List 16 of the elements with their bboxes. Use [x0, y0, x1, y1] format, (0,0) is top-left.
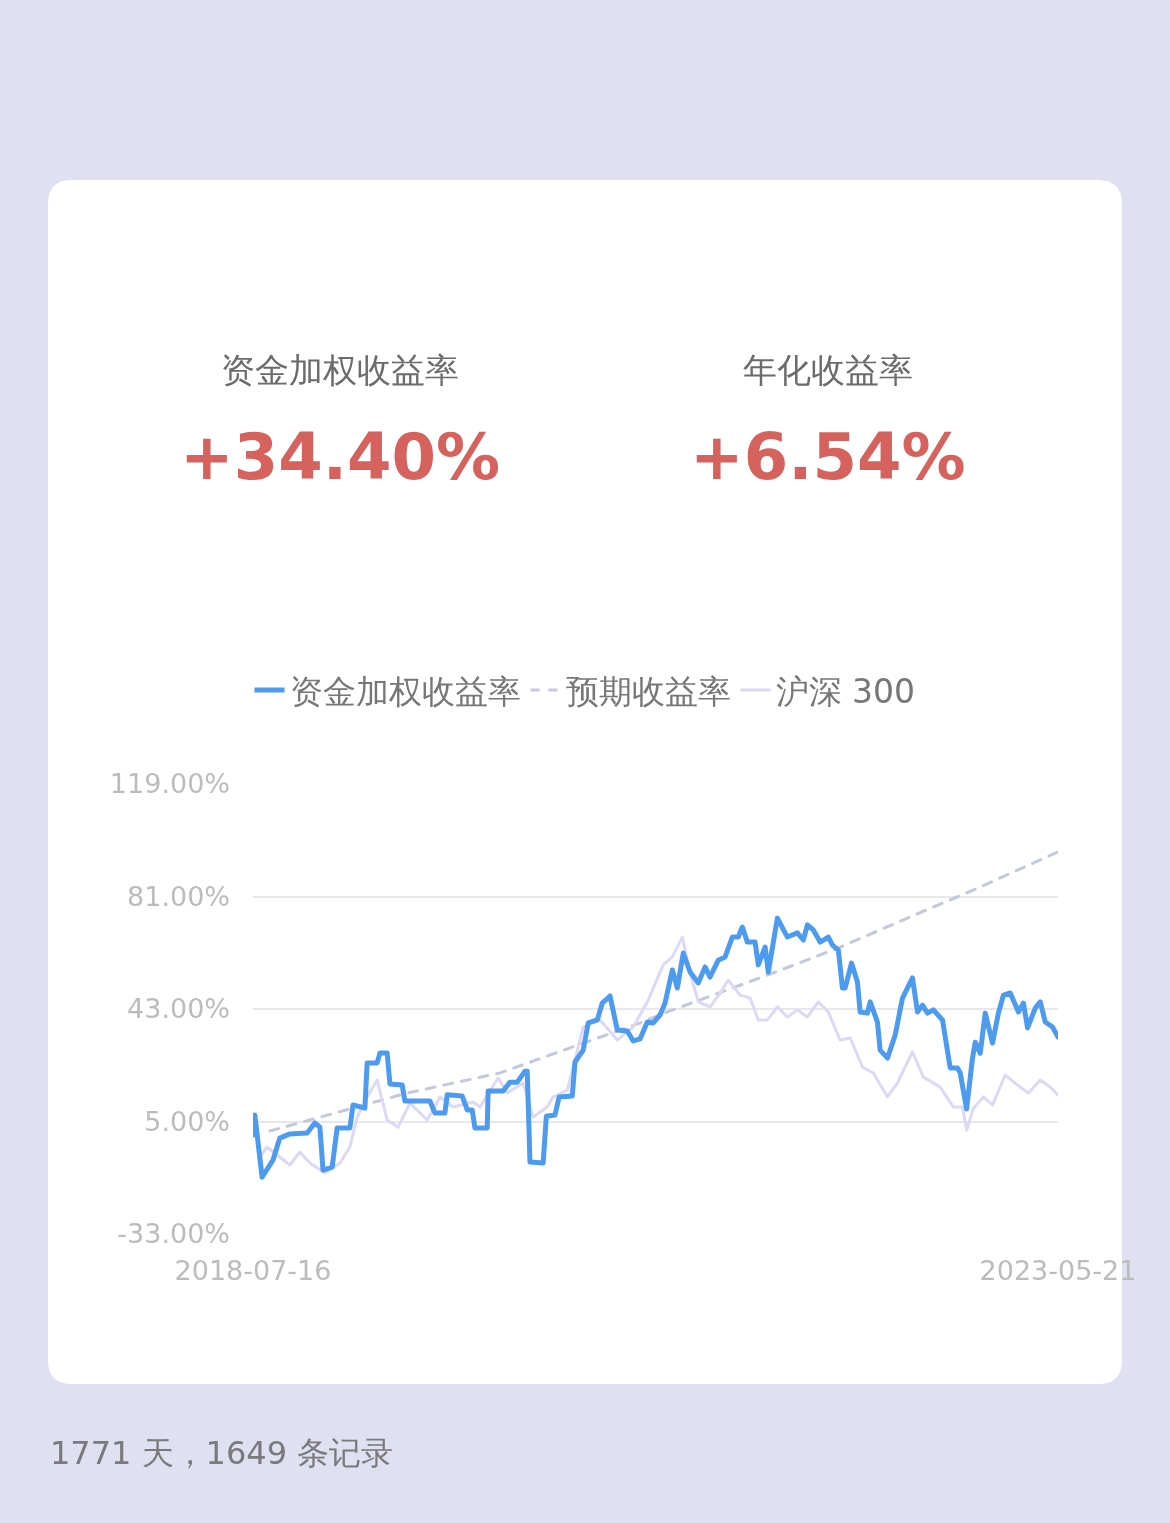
text: 年化收益率: [743, 350, 913, 390]
y-tick-label: 81.00%: [127, 880, 230, 912]
y-tick-label: 119.00%: [109, 768, 230, 800]
legend-label: 沪深 300: [775, 671, 915, 711]
legend-label: 资金加权收益率: [289, 671, 521, 711]
x-tick-label: 2023-05-21: [979, 1255, 1137, 1286]
text: 资金加权收益率: [221, 350, 459, 390]
text: +34.40%: [180, 420, 501, 494]
legend-label: 预期收益率: [565, 671, 731, 711]
text: 1771 天，1649 条记录: [50, 1434, 394, 1472]
y-tick-label: 43.00%: [127, 993, 230, 1025]
line-series: [268, 850, 1058, 1133]
x-tick-label: 2018-07-16: [174, 1255, 332, 1286]
text: +6.54%: [690, 420, 966, 494]
y-tick-label: -33.00%: [117, 1218, 230, 1250]
y-tick-label: 5.00%: [144, 1105, 230, 1137]
